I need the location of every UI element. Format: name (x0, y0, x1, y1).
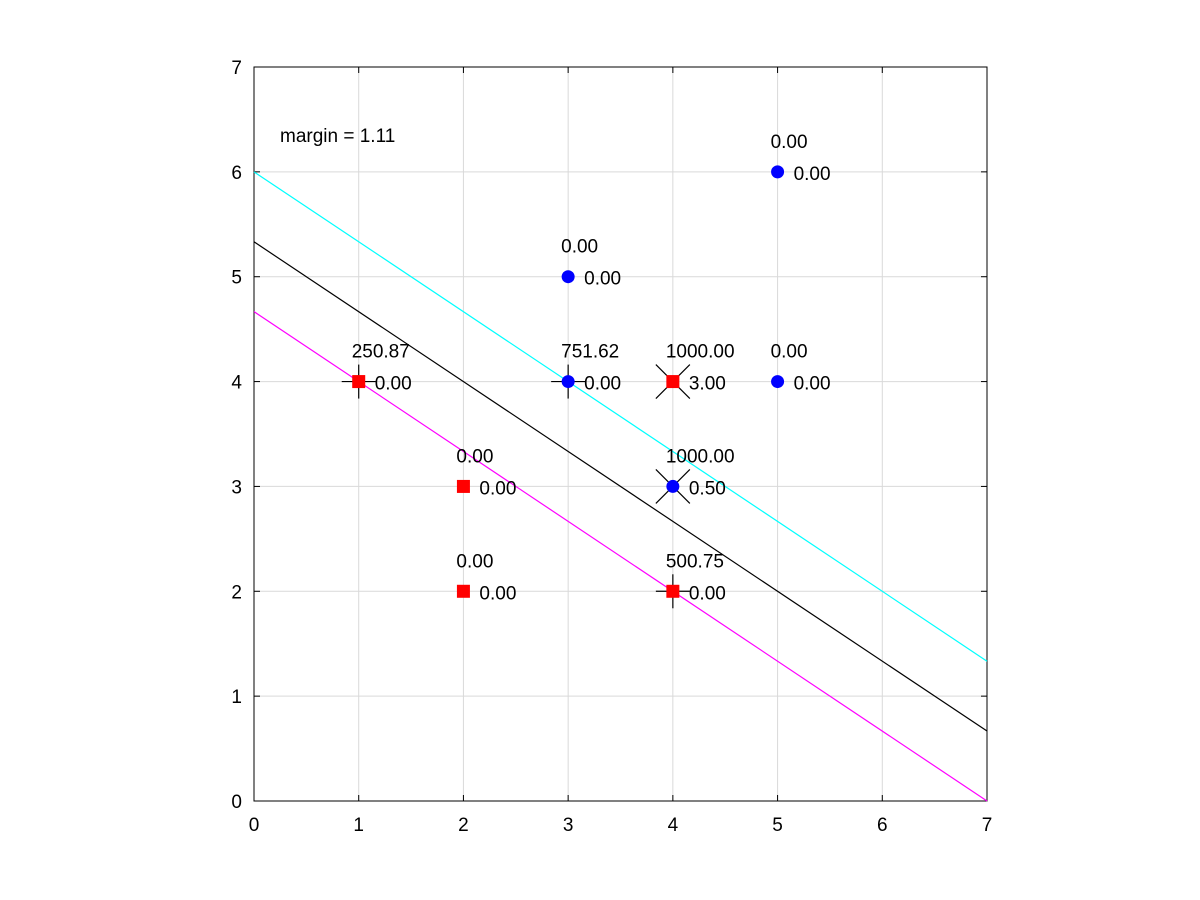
y-tick-label: 1 (231, 687, 242, 708)
point-right-label: 0.00 (584, 374, 621, 395)
point-top-label: 1000.00 (666, 446, 735, 467)
decision-boundary-line (253, 241, 988, 732)
point-right-label: 3.00 (689, 374, 726, 395)
blue-circle-point (771, 165, 785, 179)
axes-frame (253, 66, 988, 802)
axis-ticks: 0 1 2 3 4 5 6 7 0 1 2 3 4 5 6 7 (231, 58, 992, 836)
point-right-label: 0.00 (479, 478, 516, 499)
blue-circle-point (561, 375, 575, 389)
red-square-point (352, 375, 366, 389)
x-tick-label: 4 (668, 815, 679, 836)
point-top-label: 0.00 (771, 132, 808, 153)
point-right-label: 0.00 (689, 583, 726, 604)
point-top-label: 1000.00 (666, 342, 735, 363)
y-tick-label: 7 (231, 58, 242, 79)
margin-upper-line (253, 171, 988, 662)
x-tick-label: 2 (458, 815, 469, 836)
point-top-label: 0.00 (456, 551, 493, 572)
x-tick-label: 5 (772, 815, 783, 836)
point-right-label: 0.00 (584, 269, 621, 290)
point-top-label: 751.62 (561, 342, 619, 363)
point-top-label: 0.00 (561, 237, 598, 258)
y-tick-label: 0 (231, 792, 242, 813)
x-tick-label: 1 (353, 815, 364, 836)
point-labels: 250.87 0.00 0.00 0.00 0.00 0.00 1000.00 3.00 500… (352, 132, 831, 604)
y-tick-label: 2 (231, 582, 242, 603)
point-right-label: 0.00 (375, 374, 412, 395)
point-top-label: 0.00 (771, 342, 808, 363)
data-points (352, 165, 785, 598)
red-square-point (456, 584, 470, 598)
point-right-label: 0.50 (689, 478, 726, 499)
point-right-label: 0.00 (794, 374, 831, 395)
point-right-label: 0.00 (479, 583, 516, 604)
point-top-label: 500.75 (666, 551, 724, 572)
y-tick-label: 3 (231, 477, 242, 498)
separating-lines (253, 171, 988, 802)
x-tick-label: 0 (249, 815, 260, 836)
blue-circle-point (666, 479, 680, 493)
red-square-point (666, 584, 680, 598)
point-top-label: 0.00 (456, 446, 493, 467)
point-top-label: 250.87 (352, 342, 410, 363)
grid (253, 66, 988, 802)
y-tick-label: 6 (231, 163, 242, 184)
margin-lower-line (253, 311, 988, 802)
point-right-label: 0.00 (794, 164, 831, 185)
x-tick-label: 6 (877, 815, 888, 836)
x-tick-label: 7 (982, 815, 993, 836)
blue-circle-point (771, 375, 785, 389)
y-tick-label: 5 (231, 268, 242, 289)
y-tick-label: 4 (231, 373, 242, 394)
x-tick-label: 3 (563, 815, 574, 836)
red-square-point (456, 479, 470, 493)
blue-circle-point (561, 270, 575, 284)
margin-annotation: margin = 1.11 (280, 126, 395, 147)
red-square-point (666, 375, 680, 389)
